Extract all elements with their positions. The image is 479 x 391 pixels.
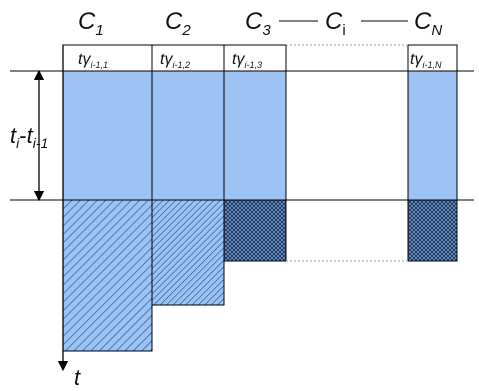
blue-block-1 <box>62 70 153 201</box>
column-label-ci: Ci <box>325 8 346 39</box>
header-text-2: tγi-1,2 <box>160 51 190 70</box>
interval-label: ti-ti-1 <box>10 123 48 151</box>
time-axis-label: t <box>74 365 81 390</box>
blue-block-3 <box>223 70 287 201</box>
header-cell-n <box>407 44 458 72</box>
column-label-cn: CN <box>414 8 442 39</box>
hatched-block-n <box>407 199 458 262</box>
hatched-block-1 <box>62 199 153 352</box>
hatched-block-3 <box>223 199 287 262</box>
header-text-3: tγi-1,3 <box>232 51 262 70</box>
header-text-n: tγi-1,N <box>410 51 442 70</box>
hatched-block-2 <box>151 199 225 306</box>
header-text-1: tγi-1,1 <box>78 51 108 70</box>
column-label-c3: C3 <box>245 8 271 39</box>
column-label-c1: C1 <box>78 8 104 39</box>
blue-block-n <box>407 70 458 201</box>
header-cell-3 <box>223 44 287 72</box>
blue-block-2 <box>151 70 225 201</box>
header-cell-2 <box>151 44 225 72</box>
column-label-c2: C2 <box>165 8 191 39</box>
